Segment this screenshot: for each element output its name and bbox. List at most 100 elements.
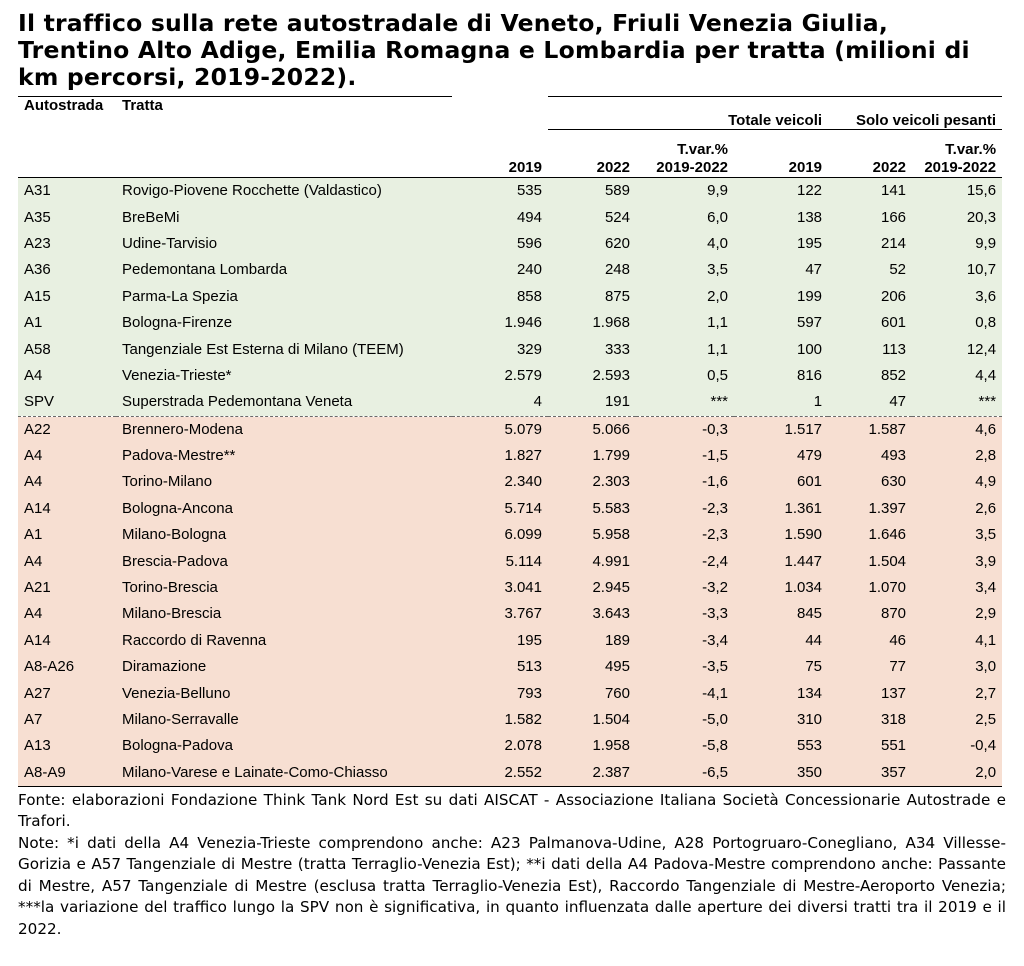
- autostrada-cell: A35: [18, 204, 116, 231]
- table-body: A31 Rovigo-Piovene Rocchette (Valdastico)…: [18, 177, 1003, 787]
- table-row: A21 Torino-Brescia 3.041 2.945 -3,2 1.034 1.07…: [18, 574, 1003, 602]
- header-autostrada: Autostrada: [18, 96, 116, 178]
- autostrada-cell: A4: [18, 362, 116, 390]
- table-row: A8-A9 Milano-Varese e Lainate-Como-Chiass…: [18, 759, 1003, 787]
- total-2022-cell: 333: [548, 336, 636, 363]
- tratta-cell: Brennero-Modena: [116, 415, 452, 443]
- table-row: A4 Venezia-Trieste* 2.579 2.593 0,5 816 852 4,4: [18, 362, 1003, 390]
- total-2022-cell: 760: [548, 680, 636, 707]
- total-2022-cell: 5.066: [548, 415, 636, 443]
- header-group-heavy: Solo veicoli pesanti: [828, 96, 1003, 130]
- table-row: A27 Venezia-Belluno 793 760 -4,1 134 137 2,7: [18, 680, 1003, 707]
- table-row: A4 Padova-Mestre** 1.827 1.799 -1,5 479 493 2,8: [18, 442, 1003, 470]
- heavy-2019-cell: 44: [734, 627, 829, 655]
- heavy-tvar-cell: ***: [912, 389, 1003, 417]
- total-tvar-cell: -3,5: [636, 654, 734, 681]
- heavy-2022-cell: 318: [828, 706, 913, 734]
- heavy-tvar-cell: 9,9: [912, 230, 1003, 258]
- heavy-tvar-cell: 12,4: [912, 336, 1003, 363]
- heavy-2019-cell: 1.034: [734, 574, 829, 602]
- heavy-2019-cell: 310: [734, 706, 829, 734]
- header-heavy-tvar-line1: T.var.%: [945, 141, 997, 158]
- total-tvar-cell: 9,9: [636, 177, 734, 205]
- autostrada-cell: A23: [18, 230, 116, 258]
- heavy-2022-cell: 77: [828, 654, 913, 681]
- total-tvar-cell: -0,3: [636, 415, 734, 443]
- tratta-cell: Parma-La Spezia: [116, 283, 452, 310]
- heavy-2022-cell: 870: [828, 601, 913, 628]
- heavy-tvar-cell: 10,7: [912, 257, 1003, 284]
- tratta-cell: Padova-Mestre**: [116, 442, 452, 470]
- heavy-tvar-cell: 4,4: [912, 362, 1003, 390]
- total-tvar-cell: -2,3: [636, 495, 734, 523]
- header-row-groups: Autostrada Tratta Totale veicoli Solo ve…: [18, 96, 1003, 178]
- total-2019-cell: 5.114: [452, 548, 548, 575]
- header-group-total: Totale veicoli: [548, 96, 829, 130]
- heavy-2022-cell: 493: [828, 442, 913, 470]
- heavy-2019-cell: 75: [734, 654, 829, 681]
- header-tratta: Tratta: [116, 96, 452, 178]
- total-tvar-cell: -1,6: [636, 469, 734, 496]
- total-2019-cell: 6.099: [452, 522, 548, 549]
- total-tvar-cell: 1,1: [636, 309, 734, 337]
- tratta-cell: Milano-Bologna: [116, 522, 452, 549]
- autostrada-cell: A8-A9: [18, 759, 116, 787]
- table-row: A14 Bologna-Ancona 5.714 5.583 -2,3 1.361 1.39…: [18, 495, 1003, 523]
- total-tvar-cell: 0,5: [636, 362, 734, 390]
- autostrada-cell: A15: [18, 283, 116, 310]
- total-tvar-cell: -3,4: [636, 627, 734, 655]
- table-row: A7 Milano-Serravalle 1.582 1.504 -5,0 310 318 2…: [18, 706, 1003, 734]
- tratta-cell: Pedemontana Lombarda: [116, 257, 452, 284]
- heavy-tvar-cell: 2,9: [912, 601, 1003, 628]
- heavy-2019-cell: 122: [734, 177, 829, 205]
- autostrada-cell: A1: [18, 522, 116, 549]
- total-2019-cell: 195: [452, 627, 548, 655]
- heavy-2022-cell: 551: [828, 733, 913, 760]
- table-row: SPV Superstrada Pedemontana Veneta 4 191 ***…: [18, 389, 1003, 417]
- total-2019-cell: 5.714: [452, 495, 548, 523]
- total-tvar-cell: ***: [636, 389, 734, 417]
- total-2022-cell: 2.593: [548, 362, 636, 390]
- heavy-tvar-cell: 3,0: [912, 654, 1003, 681]
- heavy-2022-cell: 137: [828, 680, 913, 707]
- total-tvar-cell: -6,5: [636, 759, 734, 787]
- table-row: A4 Brescia-Padova 5.114 4.991 -2,4 1.447 1.504…: [18, 548, 1003, 575]
- heavy-2022-cell: 1.587: [828, 415, 913, 443]
- heavy-tvar-cell: 0,8: [912, 309, 1003, 337]
- total-tvar-cell: -3,3: [636, 601, 734, 628]
- heavy-2019-cell: 350: [734, 759, 829, 787]
- table-row: A8-A26 Diramazione 513 495 -3,5 75 77 3,0: [18, 654, 1003, 681]
- total-tvar-cell: 6,0: [636, 204, 734, 231]
- tratta-cell: Bologna-Ancona: [116, 495, 452, 523]
- table-row: A15 Parma-La Spezia 858 875 2,0 199 206 3,6: [18, 283, 1003, 310]
- tratta-cell: BreBeMi: [116, 204, 452, 231]
- autostrada-cell: A13: [18, 733, 116, 760]
- autostrada-cell: A4: [18, 601, 116, 628]
- tratta-cell: Bologna-Padova: [116, 733, 452, 760]
- total-2022-cell: 3.643: [548, 601, 636, 628]
- tratta-cell: Milano-Varese e Lainate-Como-Chiasso: [116, 759, 452, 787]
- total-2019-cell: 329: [452, 336, 548, 363]
- total-2019-cell: 3.041: [452, 574, 548, 602]
- header-total-tvar: T.var.% 2019-2022: [636, 130, 734, 178]
- heavy-2022-cell: 206: [828, 283, 913, 310]
- total-2019-cell: 3.767: [452, 601, 548, 628]
- header-total-2022: 2022: [596, 159, 630, 176]
- table-row: A58 Tangenziale Est Esterna di Milano (TE…: [18, 336, 1003, 363]
- heavy-2022-cell: 113: [828, 336, 913, 363]
- heavy-2022-cell: 357: [828, 759, 913, 787]
- heavy-2019-cell: 601: [734, 469, 829, 496]
- table-row: A1 Milano-Bologna 6.099 5.958 -2,3 1.590 1.646…: [18, 522, 1003, 549]
- header-heavy-2019: 2019: [788, 159, 823, 176]
- heavy-tvar-cell: 2,5: [912, 706, 1003, 734]
- heavy-2022-cell: 1.504: [828, 548, 913, 575]
- footnotes: Note: *i dati della A4 Venezia-Trieste c…: [18, 833, 1006, 938]
- total-tvar-cell: 4,0: [636, 230, 734, 258]
- autostrada-cell: A4: [18, 442, 116, 470]
- header-total-2019: 2019: [508, 159, 542, 176]
- tratta-cell: Superstrada Pedemontana Veneta: [116, 389, 452, 417]
- total-2022-cell: 191: [548, 389, 636, 417]
- autostrada-cell: A4: [18, 469, 116, 496]
- header-heavy-2022: 2022: [872, 159, 907, 176]
- total-tvar-cell: 2,0: [636, 283, 734, 310]
